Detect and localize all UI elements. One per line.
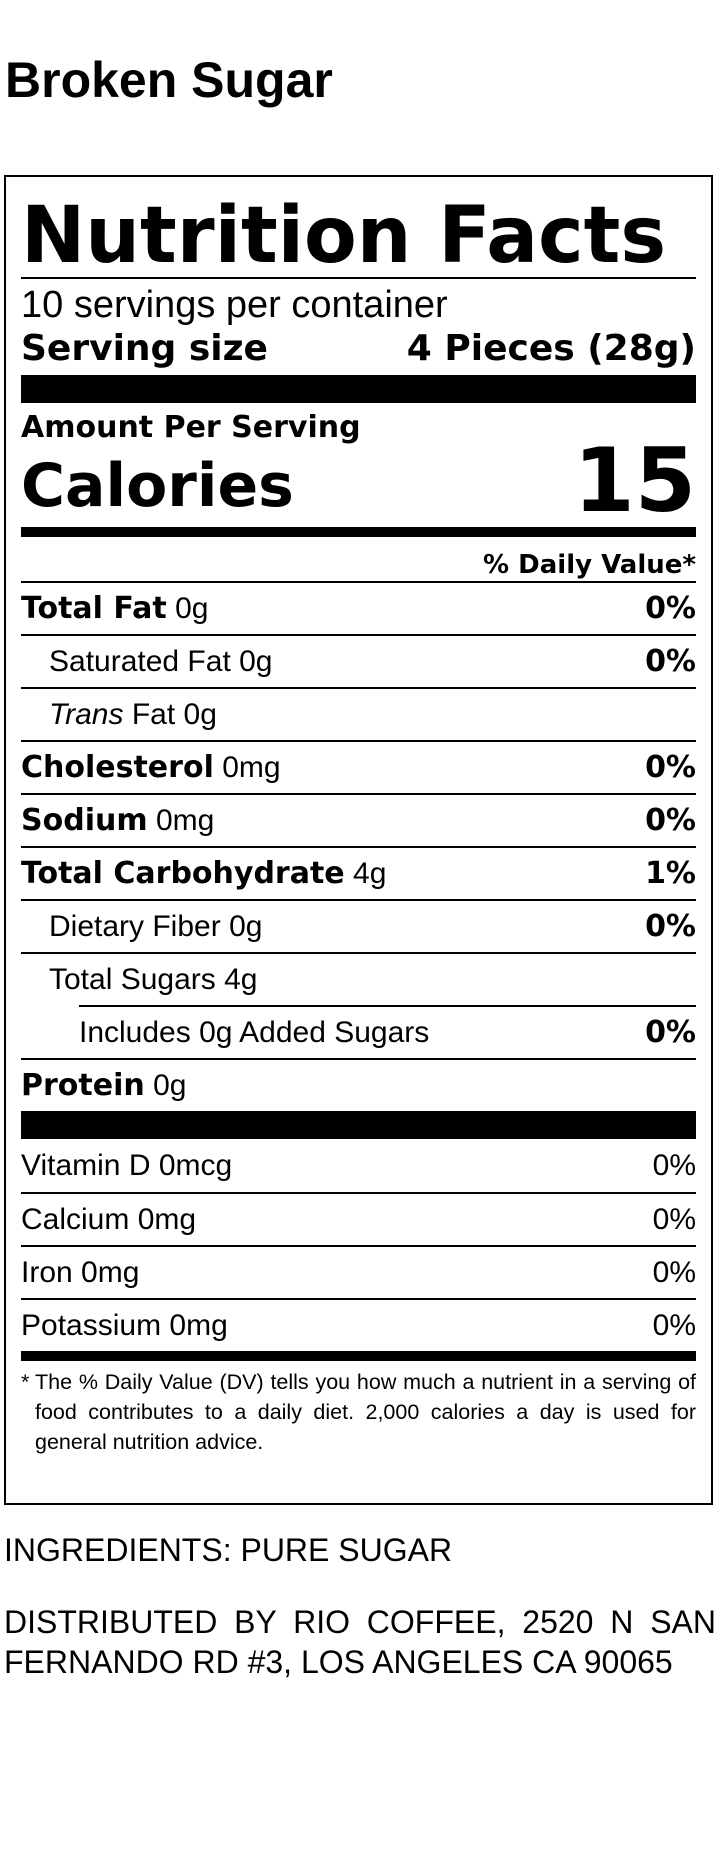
- nutrient-dv: 1%: [645, 856, 696, 891]
- nutrient-amount: 0g: [229, 909, 263, 943]
- serving-size-value: 4 Pieces (28g): [406, 328, 696, 369]
- nutrient-row-protein: Protein 0g: [21, 1058, 696, 1111]
- vitamin-label: Potassium: [21, 1308, 162, 1342]
- nutrient-prefix: Includes: [79, 1015, 191, 1049]
- nutrition-facts-label: Nutrition Facts 10 servings per containe…: [4, 175, 713, 1505]
- nutrient-row-total-sugars: Total Sugars 4g: [21, 952, 696, 1005]
- amount-per-serving: Amount Per Serving: [21, 410, 361, 445]
- calories-label: Calories: [21, 451, 294, 521]
- nutrient-name: Total Sugars 4g: [49, 963, 257, 997]
- nutrient-amount: 0g: [239, 644, 273, 678]
- vitamin-row-iron: Iron 0mg 0%: [21, 1245, 696, 1298]
- nutrient-name: Total Carbohydrate 4g: [21, 856, 386, 891]
- nutrient-amount: 0g: [153, 1069, 187, 1102]
- footnote-text: The % Daily Value (DV) tells you how muc…: [35, 1370, 696, 1454]
- vitamin-name: Iron 0mg: [21, 1256, 139, 1290]
- calories-row: Calories 15: [21, 437, 696, 525]
- calories-value: 15: [573, 429, 696, 532]
- nutrient-dv: 0%: [645, 591, 696, 626]
- nutrient-label: Total Sugars: [49, 962, 216, 996]
- vitamin-amount: 0mg: [137, 1202, 197, 1236]
- daily-value-footnote: * The % Daily Value (DV) tells you how m…: [21, 1367, 696, 1457]
- servings-per-container: 10 servings per container: [21, 284, 448, 326]
- nutrient-label: Cholesterol: [21, 750, 214, 785]
- vitamin-label: Calcium: [21, 1202, 130, 1236]
- nutrient-name: Sodium 0mg: [21, 803, 214, 838]
- nutrient-label: Protein: [21, 1068, 145, 1103]
- nutrient-row-trans-fat: Trans Fat 0g: [21, 687, 696, 740]
- nutrient-row-total-fat: Total Fat 0g 0%: [21, 581, 696, 634]
- serving-size-row: Serving size 4 Pieces (28g): [21, 327, 696, 371]
- vitamin-dv: 0%: [652, 1255, 696, 1289]
- thick-divider: [21, 375, 696, 403]
- nutrient-amount: 0mg: [222, 751, 281, 784]
- vitamin-dv: 0%: [652, 1202, 696, 1236]
- nutrient-amount: 4g: [353, 857, 387, 890]
- vitamin-row-calcium: Calcium 0mg 0%: [21, 1192, 696, 1245]
- vitamin-row-vitamin-d: Vitamin D 0mcg 0%: [21, 1139, 696, 1192]
- nutrient-amount: 0g: [199, 1015, 233, 1049]
- product-title: Broken Sugar: [5, 52, 333, 108]
- nutrient-name: Dietary Fiber 0g: [49, 910, 262, 944]
- nutrition-facts-title: Nutrition Facts: [21, 191, 667, 281]
- nutrient-amount: 0mg: [155, 804, 215, 837]
- vitamin-row-potassium: Potassium 0mg 0%: [21, 1298, 696, 1351]
- ingredients: INGREDIENTS: PURE SUGAR: [4, 1532, 453, 1568]
- nutrient-amount: 0g: [175, 592, 209, 625]
- daily-value-header: % Daily Value*: [483, 550, 696, 580]
- vitamin-amount: 0mcg: [158, 1148, 233, 1182]
- nutrient-amount: 0g: [183, 697, 217, 731]
- serving-size-label: Serving size: [21, 328, 268, 369]
- nutrient-amount: 4g: [224, 962, 258, 996]
- nutrient-dv: 0%: [645, 1015, 696, 1050]
- vitamin-name: Calcium 0mg: [21, 1203, 196, 1237]
- vitamin-amount: 0mg: [81, 1255, 140, 1289]
- nutrient-name: Saturated Fat 0g: [49, 645, 273, 679]
- nutrient-label: Fat: [131, 697, 176, 731]
- vitamin-label: Vitamin D: [21, 1148, 151, 1182]
- nutrient-label-italic: Trans: [49, 697, 124, 731]
- nutrient-dv: 0%: [645, 803, 696, 838]
- nutrient-row-total-carbohydrate: Total Carbohydrate 4g 1%: [21, 846, 696, 899]
- nutrient-row-dietary-fiber: Dietary Fiber 0g 0%: [21, 899, 696, 952]
- footnote-star: *: [21, 1370, 30, 1394]
- nutrient-label: Saturated Fat: [49, 644, 231, 678]
- nutrient-dv: 0%: [645, 644, 696, 679]
- medium-divider: [21, 527, 696, 537]
- nutrient-label: Total Carbohydrate: [21, 856, 345, 891]
- nutrient-label: Dietary Fiber: [49, 909, 221, 943]
- nutrient-name: Total Fat 0g: [21, 591, 208, 626]
- nutrient-row-cholesterol: Cholesterol 0mg 0%: [21, 740, 696, 793]
- divider: [21, 277, 696, 279]
- vitamin-name: Vitamin D 0mcg: [21, 1149, 232, 1183]
- vitamin-name: Potassium 0mg: [21, 1309, 228, 1343]
- vitamin-label: Iron: [21, 1255, 73, 1289]
- nutrient-name: Trans Fat 0g: [49, 698, 217, 732]
- nutrient-label: Added Sugars: [239, 1015, 430, 1049]
- vitamin-dv: 0%: [652, 1148, 696, 1182]
- vitamin-amount: 0mg: [169, 1308, 228, 1342]
- nutrient-name: Includes 0g Added Sugars: [79, 1016, 429, 1050]
- medium-divider: [21, 1351, 696, 1361]
- nutrient-label: Sodium: [21, 803, 148, 838]
- nutrient-row-added-sugars: Includes 0g Added Sugars 0%: [79, 1005, 696, 1058]
- nutrient-name: Protein 0g: [21, 1068, 186, 1103]
- thick-divider: [21, 1111, 696, 1139]
- nutrient-row-saturated-fat: Saturated Fat 0g 0%: [21, 634, 696, 687]
- nutrient-label: Total Fat: [21, 591, 167, 626]
- nutrient-dv: 0%: [645, 750, 696, 785]
- nutrient-dv: 0%: [645, 909, 696, 944]
- vitamin-dv: 0%: [652, 1308, 696, 1342]
- distributed-by: DISTRIBUTED BY RIO COFFEE, 2520 N SAN FE…: [4, 1604, 716, 1680]
- nutrient-name: Cholesterol 0mg: [21, 750, 281, 785]
- nutrient-row-sodium: Sodium 0mg 0%: [21, 793, 696, 846]
